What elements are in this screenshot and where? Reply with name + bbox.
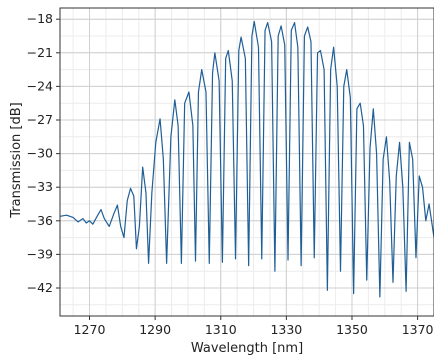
y-tick-label: −39	[27, 246, 53, 261]
x-axis-label: Wavelength [nm]	[191, 341, 303, 356]
y-tick-label: −42	[27, 280, 53, 295]
x-ticks: 1270 1290 1310 1330 1350 1370	[74, 316, 434, 337]
y-tick-label: −36	[27, 213, 53, 228]
y-ticks: −18 −21 −24 −27 −30 −33 −36 −39 −42	[27, 11, 60, 295]
x-tick-label: 1290	[139, 322, 171, 337]
plot-frame	[59, 7, 434, 317]
y-axis-label: Transmission [dB]	[9, 102, 24, 218]
y-tick-label: −33	[27, 179, 53, 194]
y-tick-label: −24	[27, 78, 53, 93]
transmission-line	[59, 20, 434, 298]
y-tick-label: −18	[27, 11, 53, 26]
x-tick-label: 1350	[336, 322, 368, 337]
y-tick-label: −27	[27, 112, 53, 127]
x-tick-label: 1370	[402, 322, 434, 337]
x-tick-label: 1270	[74, 322, 106, 337]
y-tick-label: −21	[27, 45, 53, 60]
x-tick-label: 1310	[205, 322, 237, 337]
y-tick-label: −30	[27, 146, 53, 161]
x-tick-label: 1330	[270, 322, 302, 337]
